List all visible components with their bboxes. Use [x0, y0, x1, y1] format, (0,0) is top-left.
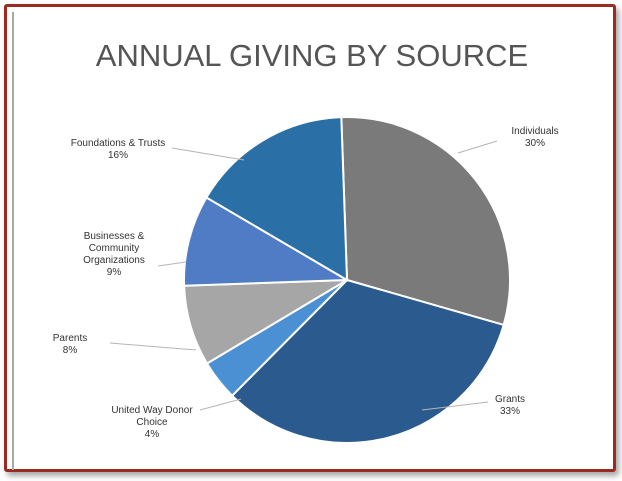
leader-line	[199, 398, 242, 411]
leader-line	[421, 401, 489, 411]
pie-slice-businesses-community-organizations	[183, 196, 351, 287]
pie-slice-individuals	[340, 116, 511, 327]
leader-line	[171, 147, 245, 161]
slice-percent-label: 8%	[63, 345, 78, 356]
slice-category-label: Individuals	[511, 126, 558, 137]
slice-category-label: Parents	[53, 333, 87, 344]
leader-line	[457, 140, 498, 154]
pie-slice-grants	[230, 278, 505, 444]
chart-title: ANNUAL GIVING BY SOURCE	[96, 38, 528, 73]
slice-category-label: Community	[89, 243, 140, 254]
pie-slices	[183, 116, 511, 444]
slice-percent-label: 9%	[107, 267, 122, 278]
slice-percent-label: 4%	[145, 429, 160, 440]
slice-percent-label: 33%	[500, 406, 520, 417]
slice-category-label: Foundations & Trusts	[71, 138, 166, 149]
slice-category-label: Businesses &	[84, 231, 145, 242]
leader-line	[109, 342, 197, 351]
pie-slice-foundations-trusts	[205, 116, 349, 282]
slice-percent-label: 30%	[525, 138, 545, 149]
slice-category-label: Choice	[136, 417, 168, 428]
leader-line	[157, 261, 187, 267]
slice-category-label: Grants	[495, 394, 525, 405]
slice-category-label: United Way Donor	[111, 405, 193, 416]
leader-lines	[109, 140, 498, 411]
slice-category-label: Organizations	[83, 255, 145, 266]
slice-percent-label: 16%	[108, 150, 128, 161]
frame-divider	[12, 12, 14, 470]
